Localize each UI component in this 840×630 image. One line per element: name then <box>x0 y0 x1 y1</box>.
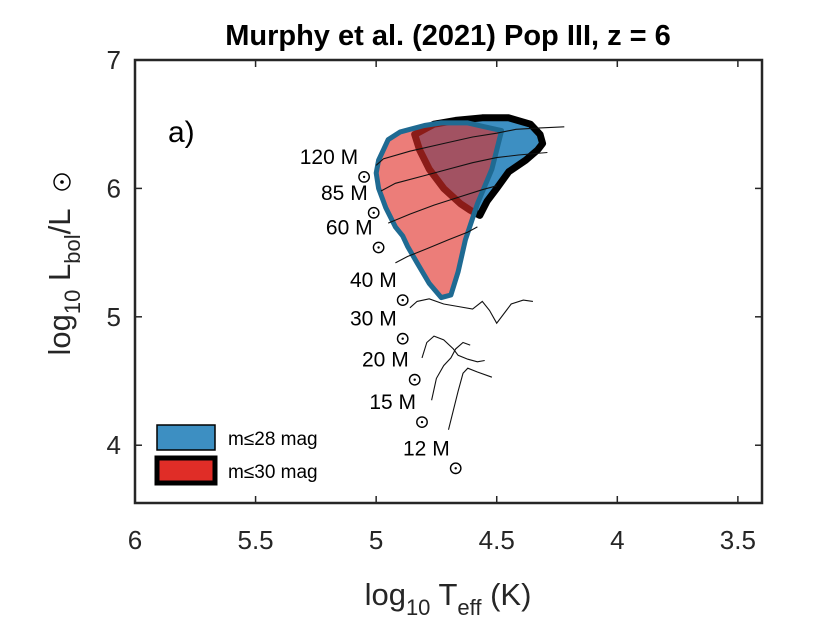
y-tick-label: 5 <box>107 302 121 332</box>
x-tick-label: 5.5 <box>237 525 273 555</box>
mass-label: 20 M <box>362 349 421 386</box>
mass-label-text: 15 M <box>369 391 416 414</box>
solar-mass-icon <box>358 170 370 183</box>
track-12m <box>447 367 493 430</box>
region-28-mag <box>373 120 505 301</box>
magnitude-regions <box>373 114 547 301</box>
mass-label-text: 85 M <box>321 182 368 205</box>
mass-label: 60 M <box>326 217 385 254</box>
track-120m <box>375 126 565 166</box>
solar-mass-dot <box>377 246 380 249</box>
plot-frame <box>133 58 764 505</box>
solar-mass-icon <box>372 241 385 254</box>
legend-label-blue: m≤28 mag <box>228 429 318 450</box>
y-ticks: 4 5 6 7 <box>107 45 762 460</box>
x-tick-label: 4 <box>610 525 624 555</box>
x-tick-label: 6 <box>128 525 142 555</box>
solar-mass-dot <box>401 298 404 302</box>
solar-mass-dot <box>362 175 366 179</box>
track-40m <box>395 226 478 264</box>
mass-label-text: 12 M <box>403 437 450 460</box>
mass-label: 85 M <box>321 182 380 219</box>
y-tick-label: 7 <box>107 45 121 75</box>
solar-mass-dot <box>413 378 416 381</box>
mass-label: 40 M <box>350 269 409 306</box>
mass-label-text: 20 M <box>362 349 409 372</box>
track-20m <box>421 335 485 363</box>
mass-label-text: 40 M <box>350 269 397 292</box>
solar-mass-dot <box>420 420 424 424</box>
x-tick-label: 3.5 <box>720 525 756 555</box>
track-30m <box>409 298 533 325</box>
solar-mass-icon <box>449 462 462 475</box>
mass-label: 15 M <box>369 391 428 428</box>
chart-title: Murphy et al. (2021) Pop III, z = 6 <box>225 20 671 52</box>
x-axis-label: log10 Teff (K) <box>365 577 532 620</box>
track-60m <box>387 185 497 224</box>
solar-mass-icon <box>408 373 421 386</box>
mass-label-text: 120 M <box>300 146 358 169</box>
track-15m <box>431 341 471 401</box>
mass-label: 120 M <box>300 146 370 183</box>
x-tick-label: 5 <box>369 525 383 555</box>
solar-mass-dot <box>454 467 457 470</box>
legend-label-red: m≤30 mag <box>228 462 318 483</box>
mass-label-text: 60 M <box>326 217 373 240</box>
solar-mass-dot <box>401 337 404 340</box>
y-axis-label: log10 Lbol/L <box>42 209 85 356</box>
mass-label: 12 M <box>403 437 462 475</box>
mass-label: 30 M <box>350 308 409 345</box>
legend-swatch-red <box>154 455 218 486</box>
y-axis-sun-icon <box>53 173 71 191</box>
legend-swatch-blue <box>156 424 216 451</box>
y-tick-label: 4 <box>107 430 121 460</box>
mass-labels: 120 M 85 M 60 M 40 M 30 M 20 M 15 M 12 M <box>300 146 462 475</box>
panel-label: a) <box>168 116 195 149</box>
mass-label-text: 30 M <box>350 308 397 331</box>
evolution-tracks <box>375 126 565 430</box>
solar-mass-icon <box>367 206 380 219</box>
legend: m≤28 mag m≤30 mag <box>154 424 318 486</box>
y-tick-label: 6 <box>107 173 121 203</box>
x-tick-label: 4.5 <box>479 525 515 555</box>
solar-mass-icon <box>396 294 409 306</box>
track-85m <box>380 151 548 192</box>
solar-mass-icon <box>396 332 409 345</box>
solar-mass-icon <box>416 416 428 428</box>
x-ticks: 6 5.5 5 4.5 4 3.5 <box>128 60 756 555</box>
solar-mass-dot <box>372 211 375 214</box>
